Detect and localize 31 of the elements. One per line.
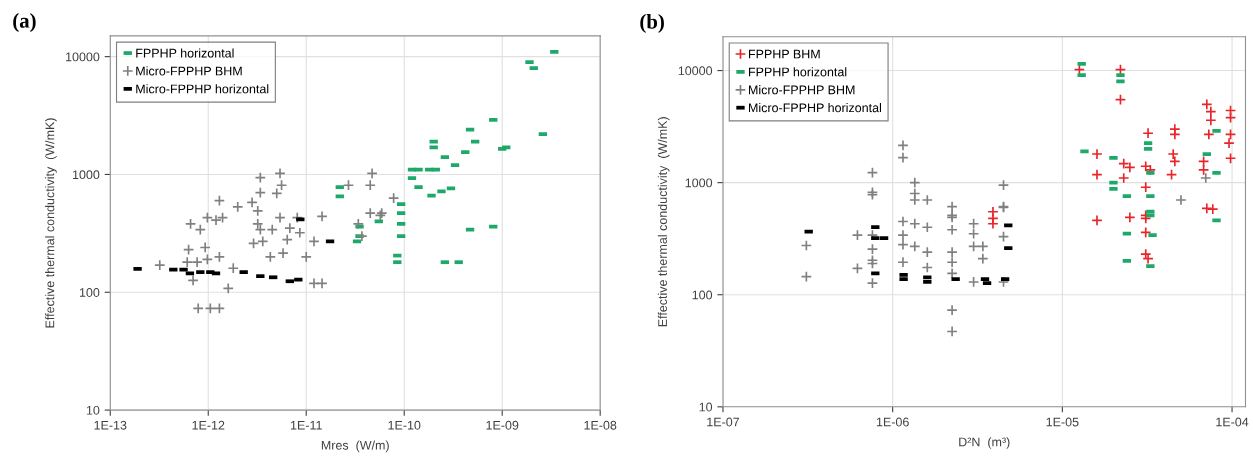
legend-label: Micro-FPPHP BHM: [749, 85, 855, 95]
y-tick-label: 1000: [685, 178, 713, 188]
y-tick-label: 10: [86, 405, 100, 415]
x-tick-label: 1E-12: [192, 420, 225, 430]
legend-label: Micro-FPPHP horizontal: [749, 103, 881, 113]
x-tick-label: 1E-08: [584, 420, 617, 430]
x-tick-label: 1E-06: [876, 417, 909, 427]
legend-label: Micro-FPPHP horizontal: [136, 84, 269, 94]
legend-label: FPPHP horizontal: [136, 48, 234, 58]
x-axis-title: D²N (m³): [959, 437, 1010, 449]
y-tick-label: 10: [699, 402, 713, 412]
y-tick-label: 100: [692, 290, 713, 300]
x-tick-label: 1E-09: [486, 420, 519, 430]
y-tick-label: 10000: [678, 66, 713, 76]
legend-label: FPPHP horizontal: [749, 67, 847, 77]
x-tick-label: 1E-10: [388, 420, 421, 430]
y-axis-title: Effective thermal conductivity (W/mK): [657, 117, 670, 327]
x-tick-label: 1E-11: [290, 420, 322, 430]
x-tick-label: 1E-07: [707, 417, 740, 427]
y-tick-label: 10000: [66, 52, 100, 62]
chart-title: (a): [13, 13, 36, 32]
chart-title: (b): [640, 14, 664, 33]
y-axis-title: Effective thermal conductivity (W/mK): [45, 118, 57, 328]
y-tick-label: 1000: [73, 170, 100, 180]
legend-label: FPPHP BHM: [749, 49, 820, 59]
x-tick-label: 1E-04: [1216, 417, 1249, 427]
y-tick-label: 100: [79, 288, 100, 297]
x-tick-label: 1E-05: [1046, 417, 1079, 427]
legend-label: Micro-FPPHP BHM: [136, 66, 242, 76]
x-tick-label: 1E-13: [94, 420, 127, 430]
x-axis-title: Mres (W/m): [321, 440, 389, 453]
